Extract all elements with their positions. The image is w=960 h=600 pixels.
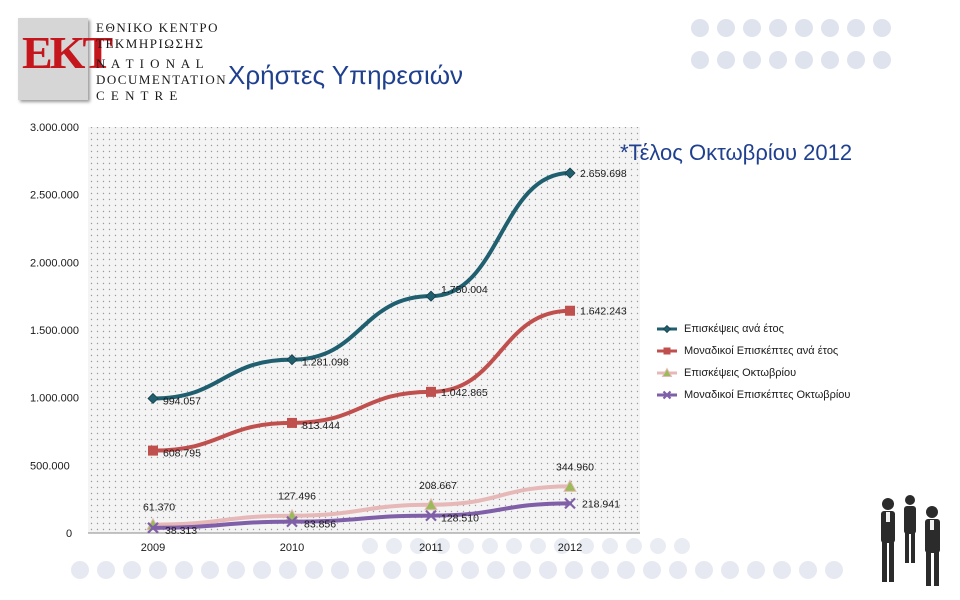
x-tick-label: 2011 (419, 542, 443, 554)
business-people-illustration (881, 495, 940, 586)
logo-line-1: ΕΘΝΙΚΟ ΚΕΝΤΡΟ (96, 20, 219, 35)
data-point-marker (426, 386, 436, 397)
legend-item: Επισκέψεις Οκτωβρίου (656, 362, 850, 384)
page-title: Χρήστες Υπηρεσιών (228, 60, 464, 90)
series-line (151, 501, 572, 530)
logo-line-5: C E N T R E (96, 88, 179, 103)
x-tick-label: 2010 (280, 542, 304, 554)
logo-line-3: N A T I O N A L (96, 56, 206, 71)
data-point-marker (148, 445, 158, 456)
logo-mark-text: EKT (22, 27, 113, 78)
y-tick-label: 3.000.000 (30, 122, 79, 134)
data-point-marker (565, 305, 575, 316)
x-tick-label: 2009 (141, 542, 165, 554)
data-label: 1.281.098 (302, 357, 349, 369)
logo-mark: EKT (18, 18, 113, 100)
legend-label: Μοναδικοί Επισκέπτες ανά έτος (684, 345, 839, 357)
data-label: 38.313 (165, 525, 197, 537)
series-line (151, 484, 572, 527)
legend-label: Επισκέψεις Οκτωβρίου (684, 367, 797, 379)
data-point-marker (564, 167, 576, 179)
data-label: 994.057 (163, 395, 201, 407)
y-tick-label: 1.500.000 (30, 325, 79, 337)
y-tick-label: 0 (66, 528, 72, 540)
y-tick-label: 2.500.000 (30, 190, 79, 202)
y-tick-label: 2.000.000 (30, 257, 79, 269)
legend-swatch (657, 324, 677, 334)
data-point-marker (564, 497, 576, 510)
legend-swatch (657, 390, 677, 400)
data-label: 128.510 (441, 513, 479, 525)
data-point-marker (563, 479, 577, 492)
logo-line-2: ΤΕΚΜΗΡΙΩΣΗΣ (96, 36, 205, 51)
ekt-logo: EKT ΕΘΝΙΚΟ ΚΕΝΤΡΟ ΤΕΚΜΗΡΙΩΣΗΣ N A T I O … (18, 18, 226, 108)
data-label: 61.370 (143, 502, 175, 514)
legend-label: Επισκέψεις ανά έτος (684, 323, 784, 335)
data-label: 813.444 (302, 420, 340, 432)
data-label: 1.750.004 (441, 284, 488, 296)
data-label: 208.667 (419, 480, 457, 492)
y-tick-label: 500.000 (30, 460, 70, 472)
data-label: 344.960 (556, 461, 594, 473)
legend-swatch (657, 347, 677, 355)
data-point-marker (425, 509, 437, 522)
legend-label: Μοναδικοί Επισκέπτες Οκτωβρίου (684, 389, 851, 401)
series-line (151, 308, 572, 453)
legend-item: Μοναδικοί Επισκέπτες Οκτωβρίου (656, 384, 850, 406)
legend-item: Μοναδικοί Επισκέπτες ανά έτος (656, 340, 850, 362)
plot-dot-pattern (88, 127, 640, 533)
chart-legend: Επισκέψεις ανά έτος Μοναδικοί Επισκέπτες … (656, 318, 850, 406)
date-note: *Τέλος Οκτωβρίου 2012 (620, 140, 853, 165)
data-label: 2.659.698 (580, 168, 627, 180)
legend-item: Επισκέψεις ανά έτος (656, 318, 850, 340)
data-point-marker (286, 354, 298, 366)
data-label: 608.795 (163, 448, 201, 460)
logo-line-4: DOCUMENTATION (96, 72, 228, 87)
data-label: 218.941 (582, 498, 620, 510)
data-point-marker (147, 392, 159, 405)
data-label: 1.642.243 (580, 306, 627, 318)
series-line (151, 171, 572, 401)
data-point-marker (424, 497, 438, 511)
data-label: 83.856 (304, 519, 336, 531)
data-point-marker (287, 417, 297, 428)
data-point-marker (425, 290, 437, 302)
data-point-marker (147, 522, 159, 534)
y-tick-label: 1.000.000 (30, 393, 79, 405)
x-tick-label: 2012 (558, 542, 582, 554)
legend-swatch (657, 367, 677, 377)
data-point-marker (286, 515, 298, 528)
data-label: 127.496 (278, 491, 316, 503)
data-label: 1.042.865 (441, 387, 488, 399)
